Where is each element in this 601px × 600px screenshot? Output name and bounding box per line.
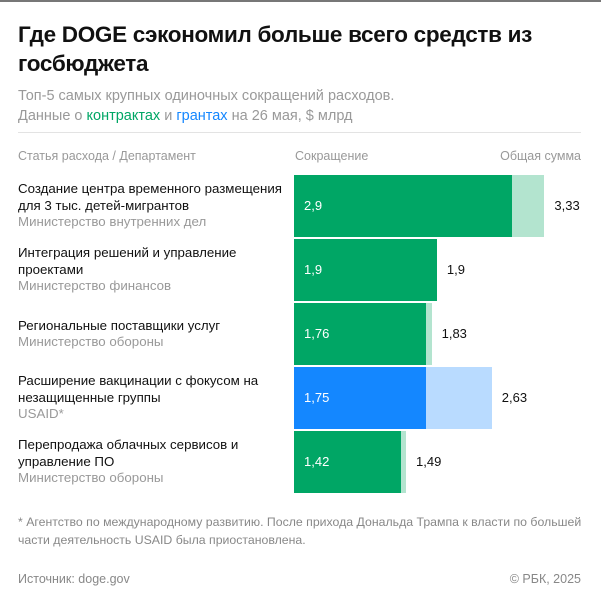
copyright: © РБК, 2025 <box>509 572 581 586</box>
row-label: Интеграция решений и управление проектам… <box>18 245 293 295</box>
legend-grants: грантах <box>176 108 228 124</box>
bar-cut <box>294 303 427 365</box>
row-item: Региональные поставщики услуг <box>18 317 221 333</box>
header-total: Общая сумма <box>500 149 581 163</box>
value-cut: 1,75 <box>304 390 330 405</box>
value-total: 3,33 <box>554 198 580 213</box>
subtitle-pre: Данные о <box>18 108 83 124</box>
value-cut: 1,42 <box>304 454 330 469</box>
row-department: Министерство обороны <box>18 334 164 349</box>
row-item: Интеграция решений и управление проектам… <box>18 245 237 277</box>
legend-contracts: контрактах <box>86 108 161 124</box>
value-total: 1,9 <box>446 262 465 277</box>
value-cut: 1,9 <box>304 262 323 277</box>
row-department: Министерство финансов <box>18 278 172 294</box>
value-cut: 2,9 <box>304 198 323 213</box>
header-item: Статья расхода / Департамент <box>18 149 196 163</box>
bar-cut <box>294 239 437 301</box>
header-cut: Сокращение <box>295 149 369 163</box>
chart-title: Где DOGE сэкономил больше всего средств … <box>18 22 533 76</box>
value-total: 1,83 <box>441 326 467 341</box>
chart-subtitle: Топ-5 самых крупных одиночных сокращений… <box>18 86 394 126</box>
row-label: Создание центра временного размещения дл… <box>18 181 293 231</box>
row-item: Перепродажа облачных сервисов и управлен… <box>18 437 239 469</box>
value-total: 1,49 <box>416 454 442 469</box>
subtitle-line1: Топ-5 самых крупных одиночных сокращений… <box>18 88 395 104</box>
value-total: 2,63 <box>501 390 528 405</box>
bar-cut <box>294 175 513 237</box>
value-cut: 1,76 <box>304 326 330 341</box>
divider <box>18 132 581 133</box>
footnote: * Агентство по международному развитию. … <box>18 515 582 547</box>
bar-cut <box>294 431 401 493</box>
source: Источник: doge.gov <box>18 572 130 586</box>
row-item: Расширение вакцинации с фокусом на незащ… <box>18 373 259 405</box>
row-label: Региональные поставщики услуг Министерств… <box>18 318 293 351</box>
subtitle-post: на 26 мая, $ млрд <box>231 108 353 124</box>
row-department: USAID* <box>18 406 64 422</box>
row-department: Министерство обороны <box>18 470 164 486</box>
bar-cut <box>294 367 426 429</box>
row-department: Министерство внутренних дел <box>18 214 207 230</box>
row-item: Создание центра временного размещения дл… <box>18 181 282 213</box>
row-label: Расширение вакцинации с фокусом на незащ… <box>18 373 293 423</box>
row-label: Перепродажа облачных сервисов и управлен… <box>18 437 293 487</box>
subtitle-and: и <box>164 108 173 124</box>
